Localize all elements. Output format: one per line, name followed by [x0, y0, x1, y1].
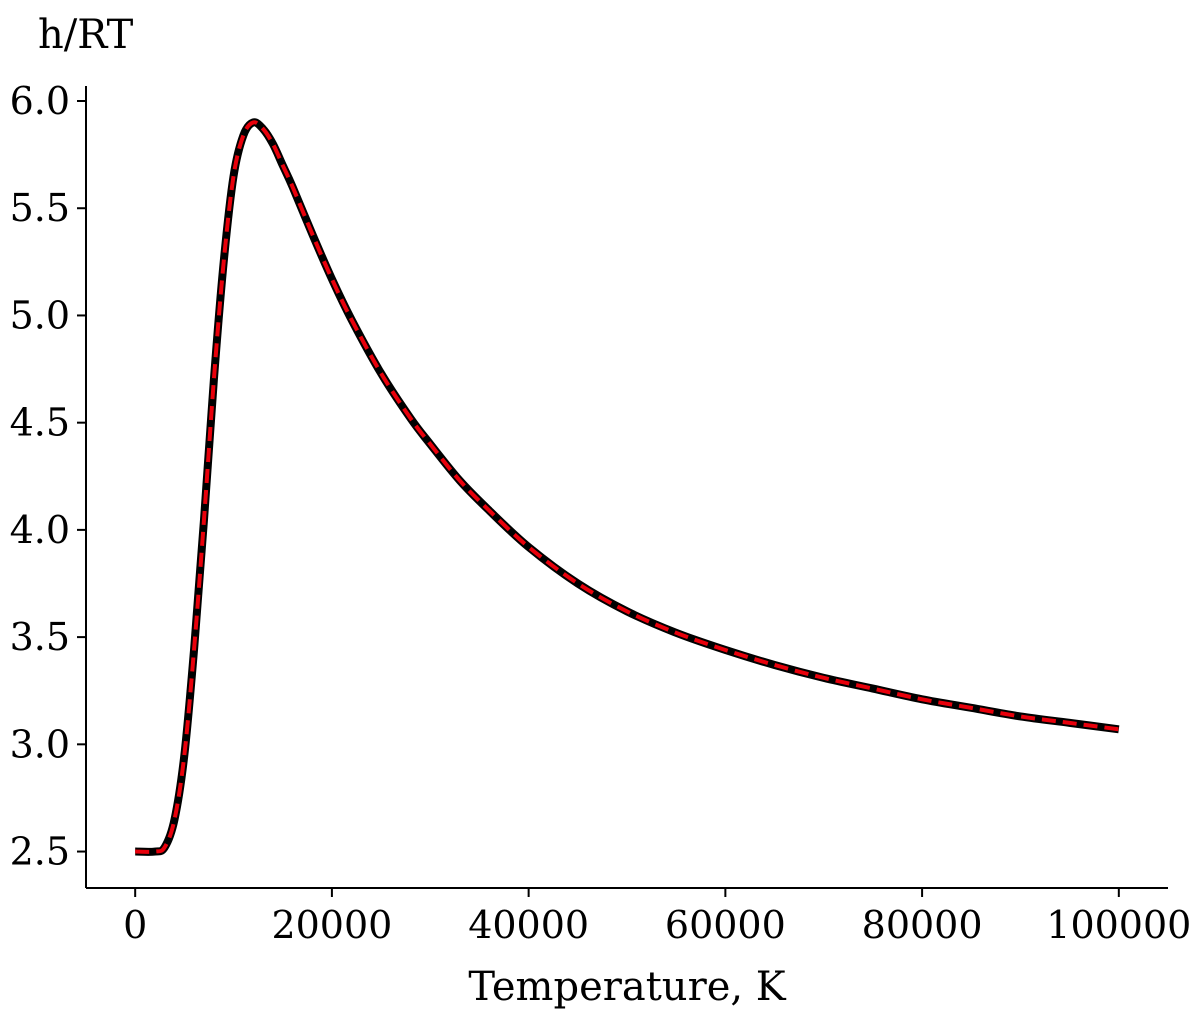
plot-area: [135, 118, 1120, 856]
y-axis-ticks: 2.5 3.0 3.5 4.0 4.5 5.0 5.5 6.0: [10, 79, 86, 874]
y-tick-label: 2.5: [10, 830, 70, 874]
y-tick-label: 3.0: [10, 722, 70, 766]
x-tick-label: 80000: [862, 903, 983, 947]
x-axis-ticks: 0 20000 40000 60000 80000 100000: [123, 888, 1191, 947]
series-line-dashed: [135, 120, 1120, 854]
y-tick-label: 4.5: [10, 401, 70, 445]
x-tick-label: 100000: [1046, 903, 1191, 947]
x-axis-title: Temperature, K: [468, 964, 786, 1010]
x-tick-label: 40000: [468, 903, 589, 947]
y-axis-title: h/RT: [38, 12, 134, 58]
series-line-solid: [135, 118, 1120, 856]
y-tick-label: 5.5: [10, 186, 70, 230]
x-tick-label: 0: [123, 903, 147, 947]
y-tick-label: 4.0: [10, 508, 70, 552]
y-tick-label: 3.5: [10, 615, 70, 659]
y-tick-label: 6.0: [10, 79, 70, 123]
x-tick-label: 60000: [665, 903, 786, 947]
y-tick-label: 5.0: [10, 293, 70, 337]
x-tick-label: 20000: [271, 903, 392, 947]
